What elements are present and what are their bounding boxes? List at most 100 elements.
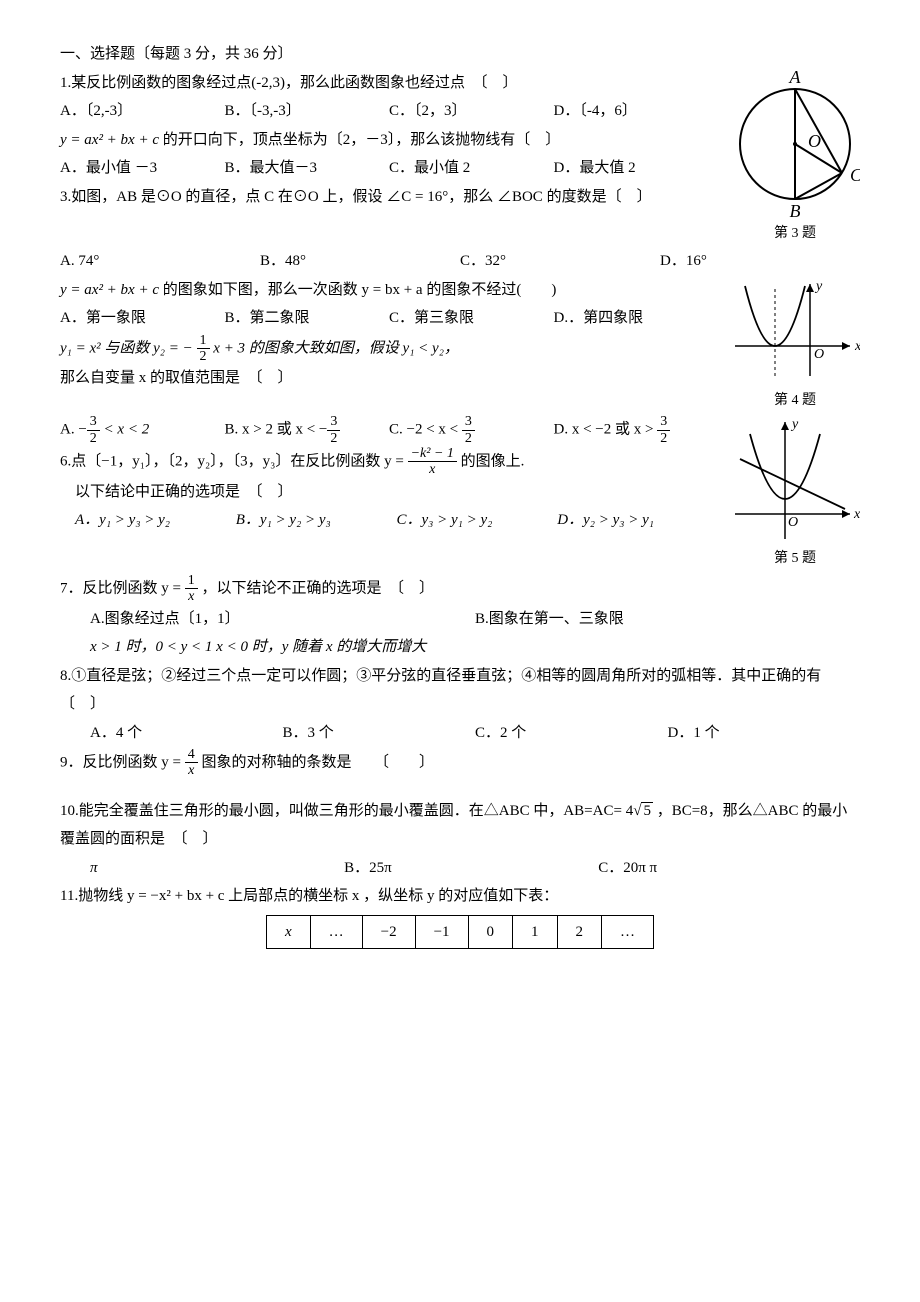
q9-num: 4 [185,747,198,763]
q8-opt-d: D．1 个 [668,719,861,748]
f: 3 [327,414,340,430]
q8-opt-a: A．4 个 [90,719,283,748]
f: 2 [327,431,340,446]
q1-opt-a: A．〔2,-3〕 [60,97,225,126]
q3-caption: 第 3 题 [730,221,860,248]
q2-formula: y = ax² + bx + c [60,132,159,148]
q7-opt-a: A.图象经过点〔1，1〕 [90,605,475,634]
q5-frac12-n: 1 [197,333,210,349]
q5-a-mid: < x < 2 [100,422,149,438]
q4-opt-b: B．第二象限 [225,304,390,333]
t: A．y₁ > y₃ > y₂ [75,512,170,528]
q11-stem: 11.抛物线 y = −x² + bx + c 上局部点的横坐标 x ，纵坐标 … [60,882,860,911]
q6-opt-b: B．y₁ > y₂ > y₃ [236,506,397,535]
q11-c4: 1 [513,915,558,949]
q4-formula: y = ax² + bx + c [60,282,159,298]
q10-sqrt: 5 [641,802,653,819]
q4-caption: 第 4 题 [730,388,860,415]
section-header: 一、选择题〔每题 3 分，共 36 分〕 [60,40,860,69]
q4-stem: y = ax² + bx + c 的图象如下图，那么一次函数 y = bx + … [60,276,718,305]
q2-opt-a: A．最小值 －3 [60,154,225,183]
q9-den: x [188,763,194,778]
q4-stem-post: 的图象如下图，那么一次函数 y = bx + a 的图象不经过( ) [159,282,556,298]
q11-c0: … [310,915,362,949]
q5-axis-x: x [853,507,860,522]
q1-opt-b: B．〔-3,-3〕 [225,97,390,126]
q7-opt-c: x > 1 时，0 < y < 1 x < 0 时，y 随着 x 的增大而增大 [90,639,426,655]
q7-opt-b: B.图象在第一、三象限 [475,605,860,634]
q9-pre: 9．反比例函数 y = [60,754,185,770]
q5-opt-c: C. −2 < x < 32 [389,414,554,446]
q11-table: x … −2 −1 0 1 2 … [266,915,654,950]
q5-axis-o: O [788,515,798,530]
q6-stem-pre: 6.点〔−1，y₁〕，〔2，y₂〕，〔3，y₃〕在反比例函数 y = [60,453,408,469]
q5-b-pre: B. x > 2 或 x < − [225,422,328,438]
q10-opt-c: C．20π π [598,854,852,883]
q4-opt-d: D.．第四象限 [554,304,719,333]
q7-stem-pre: 7．反比例函数 y = [60,580,185,596]
q8-opt-c: C．2 个 [475,719,668,748]
q2-opt-b: B．最大值－3 [225,154,390,183]
q6-stem: 6.点〔−1，y₁〕，〔2，y₂〕，〔3，y₃〕在反比例函数 y = −k² −… [60,446,718,478]
q1-stem: 1.某反比例函数的图象经过点(-2,3)，那么此函数图象也经过点 〔 〕 [60,69,718,98]
q2-opt-d: D．最大值 2 [554,154,719,183]
q3-figure: A O B C [730,69,860,219]
q5-caption: 第 5 题 [730,546,860,573]
q10-pre: 10.能完全覆盖住三角形的最小圆，叫做三角形的最小覆盖圆．在△ABC 中，AB=… [60,803,633,819]
q1-opt-c: C．〔2，3〕 [389,97,554,126]
f: 2 [657,431,670,446]
q7-num: 1 [185,573,198,589]
q6-opt-a: A．y₁ > y₃ > y₂ [75,506,236,535]
q7-stem: 7．反比例函数 y = 1x ，以下结论不正确的选项是 〔 〕 [60,573,860,605]
q2-opt-c: C．最小值 2 [389,154,554,183]
q11-c3: 0 [468,915,513,949]
q10-stem: 10.能完全覆盖住三角形的最小圆，叫做三角形的最小覆盖圆．在△ABC 中，AB=… [60,797,860,854]
q2-stem-post: 的开口向下，顶点坐标为〔2，－3〕，那么该抛物线有〔 〕 [159,132,560,148]
q6-num: −k² − 1 [411,446,454,461]
q3-opt-d: D．16° [660,247,860,276]
q1-opt-d: D．〔-4，6〕 [554,97,719,126]
t: B．y₁ > y₂ > y₃ [236,512,331,528]
q8-opt-b: B．3 个 [283,719,476,748]
f: 3 [462,414,475,430]
q3-stem: 3.如图，AB 是⊙O 的直径，点 C 在⊙O 上，假设 ∠C = 16°，那么… [60,183,718,212]
t: π [90,860,98,876]
q2-stem: y = ax² + bx + c 的开口向下，顶点坐标为〔2，－3〕，那么该抛物… [60,126,718,155]
q7-stem-post: ，以下结论不正确的选项是 〔 〕 [201,580,434,596]
f: 2 [87,431,100,446]
t: C．y₃ > y₁ > y₂ [397,512,493,528]
q3-label-a: A [789,69,802,87]
q11-th-x: x [266,915,310,949]
q7-den: x [188,589,194,604]
q5-d-pre: D. x < −2 或 x > [554,422,658,438]
q5-figure: x y O [730,414,860,544]
q5-opt-b: B. x > 2 或 x < −32 [225,414,390,446]
q3-label-c: C [850,165,860,185]
f: 3 [87,414,100,430]
q6-den: x [429,462,435,477]
q8-stem: 8.①直径是弦；②经过三个点一定可以作圆；③平分弦的直径垂直弦；④相等的圆周角所… [60,662,860,719]
q5-line1-pre: y₁ = x² 与函数 y₂ = − [60,340,193,356]
q11-c1: −2 [362,915,415,949]
q5-line2: 那么自变量 x 的取值范围是 〔 〕 [60,364,718,393]
q5-a-pre: A. − [60,422,87,438]
q6-opt-c: C．y₃ > y₁ > y₂ [397,506,558,535]
q4-axis-x: x [854,339,860,354]
q9-stem: 9．反比例函数 y = 4x 图象的对称轴的条数是 〔 〕 [60,747,860,779]
q5-frac12-d: 2 [197,349,210,364]
q3-opt-a: A. 74° [60,247,260,276]
q9-post: 图象的对称轴的条数是 〔 〕 [201,754,434,770]
q4-figure: x y O [730,276,860,386]
q4-axis-y: y [814,279,823,294]
q5-opt-a: A. −32 < x < 2 [60,414,225,446]
q10-opt-a: π [90,854,344,883]
q5-line1: y₁ = x² 与函数 y₂ = − 12 x + 3 的图象大致如图，假设 y… [60,333,718,365]
q3-label-o: O [808,131,821,151]
q4-opt-c: C．第三象限 [389,304,554,333]
q5-line1-post: x + 3 的图象大致如图，假设 y₁ < y₂， [213,340,459,356]
q5-axis-y: y [790,417,799,432]
q3-opt-c: C．32° [460,247,660,276]
t: D．y₂ > y₃ > y₁ [557,512,654,528]
f: 2 [462,431,475,446]
q5-c-pre: C. −2 < x < [389,422,462,438]
